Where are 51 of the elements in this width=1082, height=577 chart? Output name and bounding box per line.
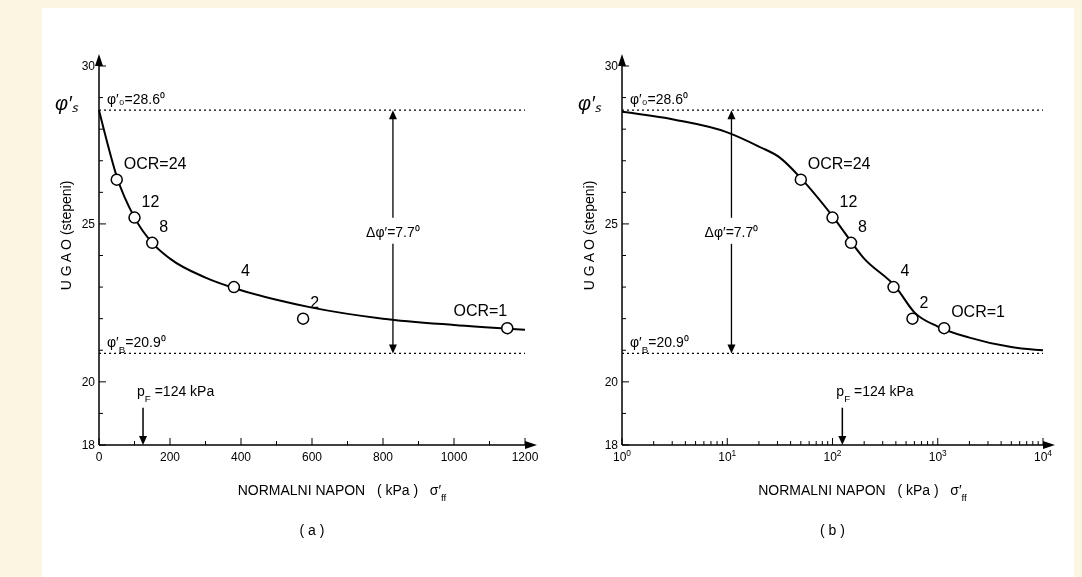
text: φ′ₛ	[55, 92, 79, 114]
ref-line-label: φ′$_{B}$=20.9⁰	[107, 334, 166, 355]
point	[128, 211, 141, 224]
x-tick-label: 10$^{1}$	[718, 448, 737, 464]
ref-line-label: φ′₀=28.6⁰	[630, 91, 688, 108]
annotation: OCR=24	[807, 154, 871, 172]
text: ( b )	[820, 522, 845, 538]
x-tick-label: 200	[159, 450, 181, 464]
annotation: Δφ′=7.7⁰	[366, 223, 420, 240]
ref-line-label: p$_{F}$ =124 kPa	[836, 382, 914, 404]
point	[146, 236, 159, 250]
annotation: 12	[141, 192, 160, 210]
x-tick-label: 10$^{3}$	[928, 448, 948, 464]
y-tick-label: 30	[604, 59, 619, 73]
point	[296, 312, 310, 325]
x-tick-label: 800	[372, 450, 394, 464]
annotation: OCR=1	[951, 303, 1006, 321]
x-axis-title: NORMALNI NAPON ( kPa ) σ′$_{ff}$	[758, 482, 968, 503]
annotation: OCR=24	[123, 154, 187, 172]
text: ( a )	[299, 522, 325, 538]
x-axis-title: NORMALNI NAPON ( kPa ) σ′$_{ff}$	[237, 482, 447, 503]
annotation: 12	[839, 192, 858, 210]
annotation: 8	[858, 217, 868, 235]
ref-line-label: φ′₀=28.6⁰	[107, 91, 165, 108]
x-tick-label: 400	[230, 450, 252, 464]
y-tick-label: 20	[81, 374, 96, 389]
ref-line-label: φ′$_{B}$=20.9⁰	[630, 334, 689, 355]
x-tick-label: 10$^{2}$	[823, 448, 842, 464]
x-tick-label: 10$^{4}$	[1033, 448, 1053, 464]
annotation: 4	[240, 262, 250, 280]
y-tick-label: 25	[604, 216, 619, 231]
annotation: 2	[919, 293, 929, 311]
annotation: Δφ′=7.7⁰	[704, 223, 759, 240]
annotation: 4	[900, 262, 910, 280]
x-tick-label: 1200	[511, 450, 539, 464]
y-tick-label: 30	[81, 59, 96, 73]
x-tick-label: 600	[301, 450, 323, 464]
point	[110, 173, 123, 186]
text: φ′ₛ	[578, 92, 602, 114]
annotation: OCR=1	[453, 302, 508, 320]
y-tick-label: 20	[604, 374, 619, 389]
point	[501, 321, 514, 335]
x-tick-label: 0	[95, 450, 103, 464]
y-tick-label: 18	[81, 438, 96, 452]
annotation: 8	[159, 217, 169, 235]
y-tick-label: 25	[81, 216, 96, 231]
x-tick-label: 1000	[440, 450, 468, 464]
ref-line-label: p$_{F}$ =124 kPa	[137, 382, 215, 404]
y-axis-title: U G A O (stepeni)	[58, 180, 74, 291]
point	[227, 280, 241, 294]
y-axis-title: U G A O (stepeni)	[581, 180, 597, 291]
